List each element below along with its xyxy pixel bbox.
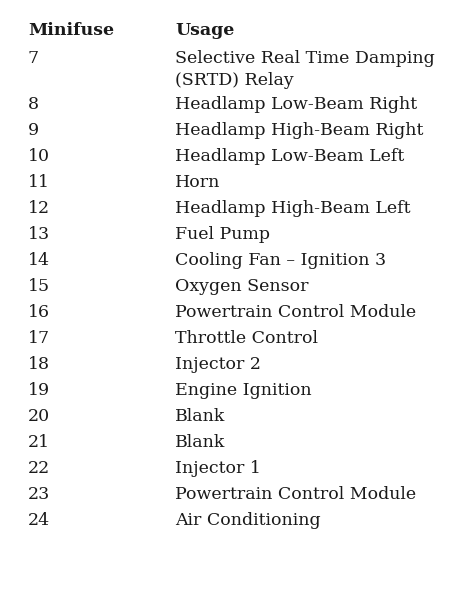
Text: Injector 2: Injector 2 — [175, 356, 261, 373]
Text: 7: 7 — [28, 50, 39, 67]
Text: Engine Ignition: Engine Ignition — [175, 382, 311, 399]
Text: 13: 13 — [28, 226, 50, 243]
Text: Usage: Usage — [175, 22, 234, 39]
Text: 23: 23 — [28, 486, 50, 503]
Text: 15: 15 — [28, 278, 50, 295]
Text: 19: 19 — [28, 382, 50, 399]
Text: 8: 8 — [28, 96, 39, 113]
Text: Air Conditioning: Air Conditioning — [175, 512, 320, 529]
Text: Powertrain Control Module: Powertrain Control Module — [175, 486, 416, 503]
Text: Blank: Blank — [175, 434, 225, 451]
Text: Injector 1: Injector 1 — [175, 460, 261, 477]
Text: 11: 11 — [28, 174, 50, 191]
Text: Selective Real Time Damping
(SRTD) Relay: Selective Real Time Damping (SRTD) Relay — [175, 50, 435, 88]
Text: Headlamp High-Beam Right: Headlamp High-Beam Right — [175, 122, 423, 139]
Text: 9: 9 — [28, 122, 39, 139]
Text: 16: 16 — [28, 304, 50, 321]
Text: Oxygen Sensor: Oxygen Sensor — [175, 278, 309, 295]
Text: Headlamp Low-Beam Left: Headlamp Low-Beam Left — [175, 148, 404, 165]
Text: Blank: Blank — [175, 408, 225, 425]
Text: 24: 24 — [28, 512, 50, 529]
Text: Throttle Control: Throttle Control — [175, 330, 318, 347]
Text: 14: 14 — [28, 252, 50, 269]
Text: Minifuse: Minifuse — [28, 22, 114, 39]
Text: 21: 21 — [28, 434, 50, 451]
Text: Headlamp High-Beam Left: Headlamp High-Beam Left — [175, 200, 410, 217]
Text: 18: 18 — [28, 356, 50, 373]
Text: 17: 17 — [28, 330, 50, 347]
Text: Horn: Horn — [175, 174, 220, 191]
Text: Headlamp Low-Beam Right: Headlamp Low-Beam Right — [175, 96, 417, 113]
Text: 10: 10 — [28, 148, 50, 165]
Text: Cooling Fan – Ignition 3: Cooling Fan – Ignition 3 — [175, 252, 386, 269]
Text: 20: 20 — [28, 408, 50, 425]
Text: Powertrain Control Module: Powertrain Control Module — [175, 304, 416, 321]
Text: Fuel Pump: Fuel Pump — [175, 226, 270, 243]
Text: 22: 22 — [28, 460, 50, 477]
Text: 12: 12 — [28, 200, 50, 217]
